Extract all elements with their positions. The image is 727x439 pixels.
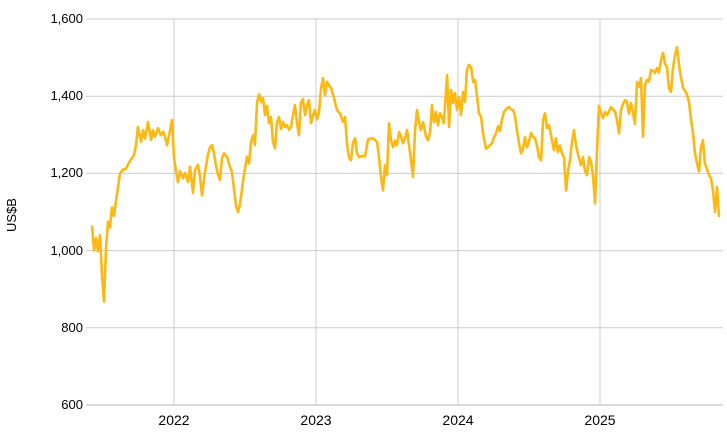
data-series-line bbox=[90, 45, 721, 303]
y-tick-label: 1,600 bbox=[50, 11, 83, 26]
y-tick-label: 600 bbox=[61, 397, 83, 412]
y-axis-title: US$B bbox=[4, 198, 19, 232]
y-tick-label: 1,000 bbox=[50, 242, 83, 258]
y-tick-label: 800 bbox=[61, 319, 83, 335]
y-tick-label: 1,200 bbox=[50, 165, 83, 181]
y-tick-label: 1,400 bbox=[50, 88, 83, 104]
x-tick-label: 2024 bbox=[442, 412, 474, 428]
x-tick-label: 2023 bbox=[300, 412, 332, 428]
x-tick-label: 2022 bbox=[158, 412, 190, 428]
x-tick-label: 2025 bbox=[584, 412, 616, 428]
